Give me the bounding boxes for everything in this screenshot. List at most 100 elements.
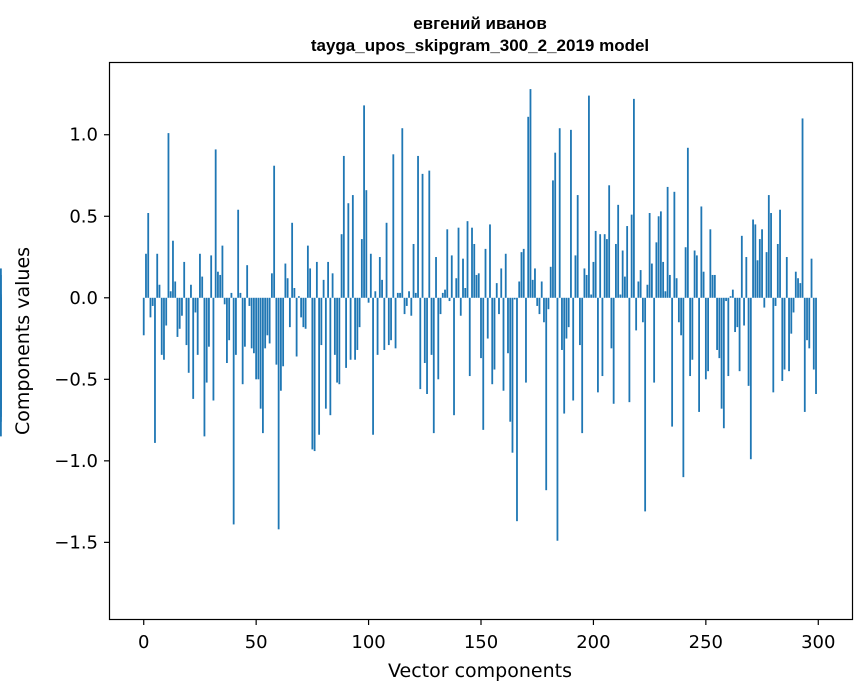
bar <box>529 89 532 298</box>
bar <box>212 297 215 401</box>
bar <box>475 274 478 298</box>
bar <box>797 278 799 298</box>
bar <box>399 292 401 298</box>
bar <box>549 266 552 298</box>
bar <box>322 279 325 298</box>
bar <box>610 297 613 349</box>
bar <box>704 297 707 380</box>
bar <box>219 274 222 298</box>
y-tick-label: −1.0 <box>54 451 98 472</box>
bar <box>414 292 417 298</box>
bar <box>677 297 680 323</box>
bar <box>608 185 611 298</box>
bar <box>695 255 698 298</box>
bar <box>435 257 437 298</box>
bar <box>336 297 338 383</box>
bar <box>646 284 649 298</box>
bar <box>174 281 177 298</box>
bar <box>563 297 566 414</box>
bar <box>288 297 291 328</box>
bar <box>686 147 689 298</box>
bar <box>513 297 516 300</box>
bar <box>217 271 219 298</box>
bar <box>151 297 154 306</box>
bar <box>295 297 298 357</box>
chart-subtitle: tayga_upos_skipgram_300_2_2019 model <box>311 36 649 55</box>
bar <box>716 297 718 350</box>
bar <box>545 297 548 491</box>
x-tick-label: 100 <box>351 632 385 653</box>
bar <box>482 297 485 430</box>
bar <box>306 245 309 298</box>
bar <box>345 297 347 368</box>
bar <box>410 297 413 316</box>
bar <box>426 297 428 394</box>
bar <box>455 278 458 298</box>
bar <box>313 297 316 452</box>
bar <box>727 297 730 377</box>
bar <box>333 297 336 355</box>
bar <box>603 234 606 298</box>
bar <box>650 263 653 298</box>
bar <box>237 209 240 298</box>
bar <box>776 243 779 298</box>
bar <box>257 297 260 380</box>
bar <box>354 297 356 360</box>
bar <box>275 297 278 365</box>
x-axis-ticks: 0 50 100 150 200 250 300 <box>138 619 835 653</box>
bar <box>408 291 410 298</box>
bar <box>462 258 464 298</box>
bar <box>464 288 467 298</box>
bar <box>178 297 181 329</box>
bar <box>749 297 752 460</box>
bar <box>486 297 489 339</box>
bar <box>235 297 237 355</box>
bar <box>268 297 271 344</box>
bar <box>615 243 617 298</box>
bar <box>403 297 406 315</box>
bar <box>673 191 676 298</box>
bar <box>659 211 662 298</box>
bar <box>653 297 656 383</box>
bar <box>534 268 536 298</box>
bar <box>228 297 231 341</box>
bar <box>266 297 269 336</box>
bar <box>392 154 395 298</box>
bar <box>752 219 754 298</box>
bar <box>511 297 514 453</box>
bar <box>147 213 150 298</box>
bar <box>662 261 665 298</box>
bar <box>495 283 498 298</box>
x-tick-label: 150 <box>464 632 498 653</box>
bar <box>250 297 253 349</box>
bar <box>264 297 267 349</box>
bar <box>736 297 739 328</box>
bar <box>340 234 343 298</box>
bar <box>624 276 626 298</box>
bar <box>707 297 709 372</box>
bar <box>518 281 521 298</box>
bar <box>259 297 262 409</box>
bar <box>594 230 597 298</box>
bar <box>158 284 161 298</box>
bar <box>412 243 415 298</box>
bar <box>226 297 228 364</box>
bar <box>315 261 318 298</box>
y-tick-label: 0.5 <box>69 206 98 227</box>
bar <box>781 297 784 381</box>
bar <box>156 253 159 298</box>
bar <box>770 213 772 298</box>
bar <box>504 253 507 298</box>
bar <box>374 291 377 298</box>
bar <box>282 297 285 367</box>
bar <box>552 180 554 298</box>
bar <box>201 276 204 298</box>
bar <box>644 297 647 512</box>
bar <box>617 204 620 298</box>
bar <box>579 297 581 346</box>
bar <box>327 261 329 298</box>
bar <box>273 165 276 298</box>
bar <box>448 297 451 302</box>
bar <box>437 297 440 380</box>
y-tick-label: 1.0 <box>69 125 98 146</box>
